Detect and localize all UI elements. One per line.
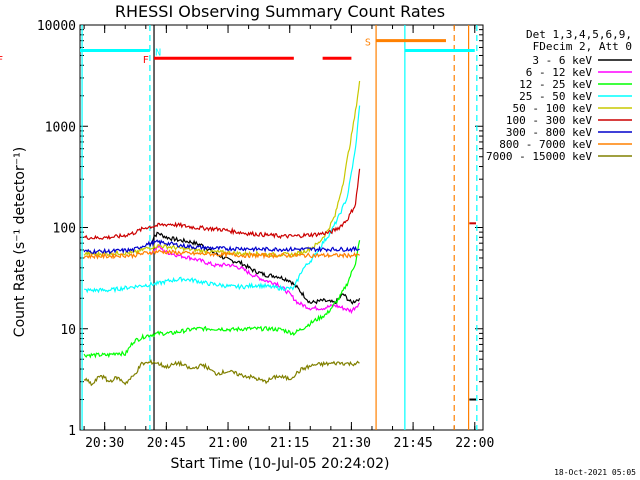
x-tick-label: 21:00 xyxy=(208,436,247,451)
y-tick-label: 100 xyxy=(53,222,76,237)
x-tick-label: 20:45 xyxy=(147,436,186,451)
series-line xyxy=(149,244,361,315)
legend: Det 1,3,4,5,6,9,FDecim 2, Att 03 - 6 keV… xyxy=(486,28,632,163)
legend-entry-label: 7000 - 15000 keV xyxy=(486,150,592,163)
x-tick-label: 22:00 xyxy=(455,436,494,451)
series-line xyxy=(83,240,361,359)
chart-title: RHESSI Observing Summary Count Rates xyxy=(115,2,445,21)
legend-entry-label: 100 - 300 keV xyxy=(506,114,592,127)
legend-entry-label: 800 - 7000 keV xyxy=(499,138,592,151)
legend-entry-label: 6 - 12 keV xyxy=(526,66,593,79)
x-tick-label: 20:30 xyxy=(85,436,124,451)
series-line xyxy=(149,231,361,305)
series-line xyxy=(83,249,360,260)
flag-label: F xyxy=(0,55,3,66)
flag-label: N xyxy=(155,47,161,58)
x-tick-label: 21:15 xyxy=(270,436,309,451)
flag-label: F xyxy=(143,55,149,66)
legend-entry-label: 3 - 6 keV xyxy=(532,54,592,67)
series-line xyxy=(83,358,360,387)
plot-area: 1 10 100 1000 10000 20:30 20:45 21:00 21:15 21:30… xyxy=(0,19,494,451)
series-line xyxy=(83,239,360,255)
x-tick-label: 21:45 xyxy=(394,436,433,451)
legend-entry-label: 50 - 100 keV xyxy=(513,102,593,115)
y-tick-label: 1 xyxy=(68,424,76,439)
y-tick-label: 1000 xyxy=(45,120,76,135)
y-axis-label: Count Rate (s⁻¹ detector⁻¹) xyxy=(12,147,28,337)
plot-frame xyxy=(79,24,484,431)
footer-timestamp: 18-Oct-2021 05:05 xyxy=(554,468,636,477)
flag-label: S xyxy=(365,38,371,49)
y-tick-label: 10000 xyxy=(37,19,76,34)
y-tick-label: 10 xyxy=(60,323,76,338)
legend-entry-label: 300 - 800 keV xyxy=(506,126,592,139)
x-axis-label: Start Time (10-Jul-05 20:24:02) xyxy=(170,456,389,472)
x-tick-label: 21:30 xyxy=(332,436,371,451)
legend-header: Det 1,3,4,5,6,9, xyxy=(526,28,632,41)
legend-entry-label: 25 - 50 keV xyxy=(519,90,592,103)
legend-entry-label: 12 - 25 keV xyxy=(519,78,592,91)
series-line xyxy=(83,168,361,240)
legend-header: FDecim 2, Att 0 xyxy=(533,40,632,53)
